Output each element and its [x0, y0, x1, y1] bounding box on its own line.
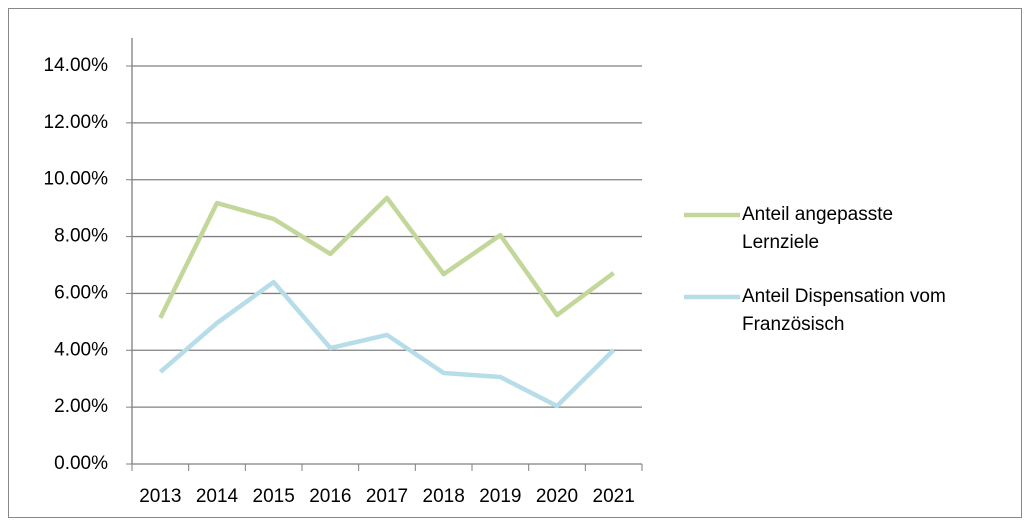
data-line — [158, 279, 616, 409]
x-tick-label: 2013 — [139, 486, 181, 507]
y-tick-label: 14.00% — [44, 55, 109, 76]
x-tick-label: 2021 — [593, 486, 635, 507]
y-tick-label: 6.00% — [54, 282, 108, 303]
x-tick-label: 2019 — [479, 486, 521, 507]
y-tick-label: 12.00% — [44, 112, 109, 133]
data-line — [158, 195, 616, 319]
x-tick-label: 2016 — [309, 486, 351, 507]
x-tick-label: 2015 — [253, 486, 295, 507]
chart-border — [8, 8, 1022, 518]
y-tick-label: 10.00% — [44, 169, 109, 190]
y-tick-label: 4.00% — [54, 339, 108, 360]
y-tick-label: 8.00% — [54, 226, 108, 247]
legend-label: Anteil Dispensation vom Französisch — [742, 286, 946, 335]
y-tick-label: 0.00% — [54, 453, 108, 474]
x-tick-label: 2017 — [366, 486, 408, 507]
y-tick-label: 2.00% — [54, 396, 108, 417]
legend-label: Anteil angepasste Lernziele — [742, 204, 894, 253]
x-tick-label: 2018 — [423, 486, 465, 507]
x-tick-label: 2014 — [196, 486, 239, 507]
x-tick-label: 2020 — [536, 486, 578, 507]
